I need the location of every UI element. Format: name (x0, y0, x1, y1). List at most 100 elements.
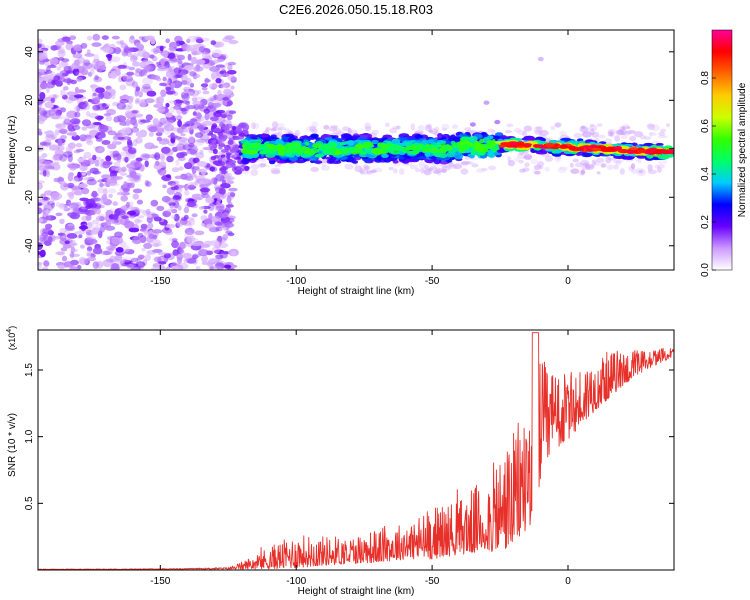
heatmap-cell (250, 169, 259, 176)
heatmap-cell (86, 170, 92, 176)
heatmap-cell (74, 111, 81, 118)
colorbar-tick-label: 0.0 (700, 263, 711, 277)
heatmap-cell (135, 68, 142, 73)
heatmap-cell (86, 35, 93, 41)
heatmap-cell (217, 235, 223, 243)
spectrogram-panel: -150 -100 -50 0 -40 -20 0 20 40 Height of straig… (7, 29, 675, 297)
heatmap-cell (219, 70, 225, 75)
heatmap-cell (324, 137, 333, 141)
heatmap-cell (221, 149, 229, 153)
heatmap-cell (124, 156, 129, 163)
heatmap-cell (95, 87, 105, 94)
heatmap-cell (238, 132, 246, 137)
heatmap-cell (415, 168, 421, 173)
heatmap-cell (128, 166, 136, 174)
heatmap-cell (522, 143, 533, 147)
heatmap-cell (182, 220, 192, 227)
heatmap-cell (250, 164, 259, 170)
heatmap-cell (177, 256, 182, 265)
heatmap-cell (57, 57, 65, 61)
heatmap-cell (171, 238, 178, 242)
colorbar-tick-label: 0.2 (700, 215, 711, 229)
heatmap-cell (165, 71, 172, 78)
heatmap-cell (88, 112, 99, 119)
heatmap-cell (112, 140, 117, 144)
heatmap-cell (514, 127, 522, 133)
heatmap-cell (195, 59, 206, 65)
heatmap-cell (122, 156, 130, 162)
heatmap-cell (87, 203, 94, 208)
heatmap-cell (567, 145, 577, 150)
heatmap-cell (53, 75, 61, 81)
heatmap-cell (212, 160, 221, 165)
heatmap-cell (398, 168, 405, 176)
heatmap-cell (84, 222, 95, 226)
heatmap-cell (518, 159, 524, 164)
heatmap-cell (347, 156, 355, 162)
heatmap-cell (178, 249, 185, 254)
heatmap-cell (148, 233, 155, 239)
heatmap-cell (202, 90, 210, 95)
heatmap-cell (121, 215, 129, 220)
heatmap-cell (165, 38, 170, 44)
heatmap-cell (61, 255, 68, 262)
heatmap-cell (99, 182, 104, 188)
heatmap-cell (172, 249, 179, 256)
heatmap-cell (44, 213, 52, 222)
heatmap-cell (558, 166, 569, 171)
heatmap-cell (534, 170, 541, 175)
heatmap-cell (198, 249, 210, 257)
heatmap-cell (284, 128, 291, 134)
heatmap-cell (115, 253, 123, 262)
heatmap-cell (64, 240, 70, 244)
heatmap-cell (204, 65, 212, 69)
heatmap-cell (222, 97, 230, 101)
heatmap-cell (92, 92, 97, 97)
heatmap-cell (135, 137, 143, 144)
heatmap-cell (265, 126, 271, 131)
heatmap-cell (38, 202, 43, 206)
heatmap-cell (613, 159, 620, 164)
heatmap-cell (443, 145, 450, 151)
heatmap-cell (95, 60, 106, 68)
heatmap-cell (652, 140, 659, 144)
heatmap-cell (131, 81, 138, 88)
heatmap-cell (228, 39, 239, 45)
heatmap-cell (228, 110, 237, 114)
heatmap-cell (448, 136, 459, 143)
heatmap-cell (210, 97, 215, 102)
heatmap-cell (125, 118, 131, 127)
heatmap-cell (45, 134, 56, 141)
heatmap-cell (310, 133, 319, 139)
heatmap-cell (188, 135, 195, 144)
heatmap-cell (138, 36, 144, 40)
heatmap-cell (153, 256, 162, 263)
heatmap-cell (424, 139, 435, 144)
heatmap-cell (230, 76, 237, 83)
heatmap-cell (559, 144, 568, 149)
heatmap-cell (199, 243, 211, 248)
heatmap-cell (81, 126, 88, 131)
heatmap-cell (38, 155, 45, 163)
heatmap-cell (109, 208, 115, 214)
heatmap-cell (58, 46, 65, 55)
heatmap-cell (38, 43, 42, 49)
heatmap-cell (171, 167, 180, 173)
heatmap-cell (224, 222, 235, 228)
heatmap-cell (629, 135, 637, 142)
heatmap-cell (244, 143, 252, 149)
heatmap-cell (291, 147, 299, 153)
heatmap-cell (128, 227, 140, 233)
spectrogram-ylabel: Frequency (Hz) (7, 116, 18, 185)
heatmap-cell (376, 154, 382, 161)
heatmap-cell (196, 161, 208, 167)
heatmap-cell (83, 177, 91, 181)
heatmap-cell (81, 172, 87, 176)
heatmap-cell (167, 78, 173, 86)
heatmap-cell (470, 136, 478, 142)
heatmap-cell (72, 67, 80, 76)
heatmap-cell (479, 138, 485, 144)
heatmap-cell (370, 169, 377, 173)
heatmap-cell (184, 232, 195, 239)
